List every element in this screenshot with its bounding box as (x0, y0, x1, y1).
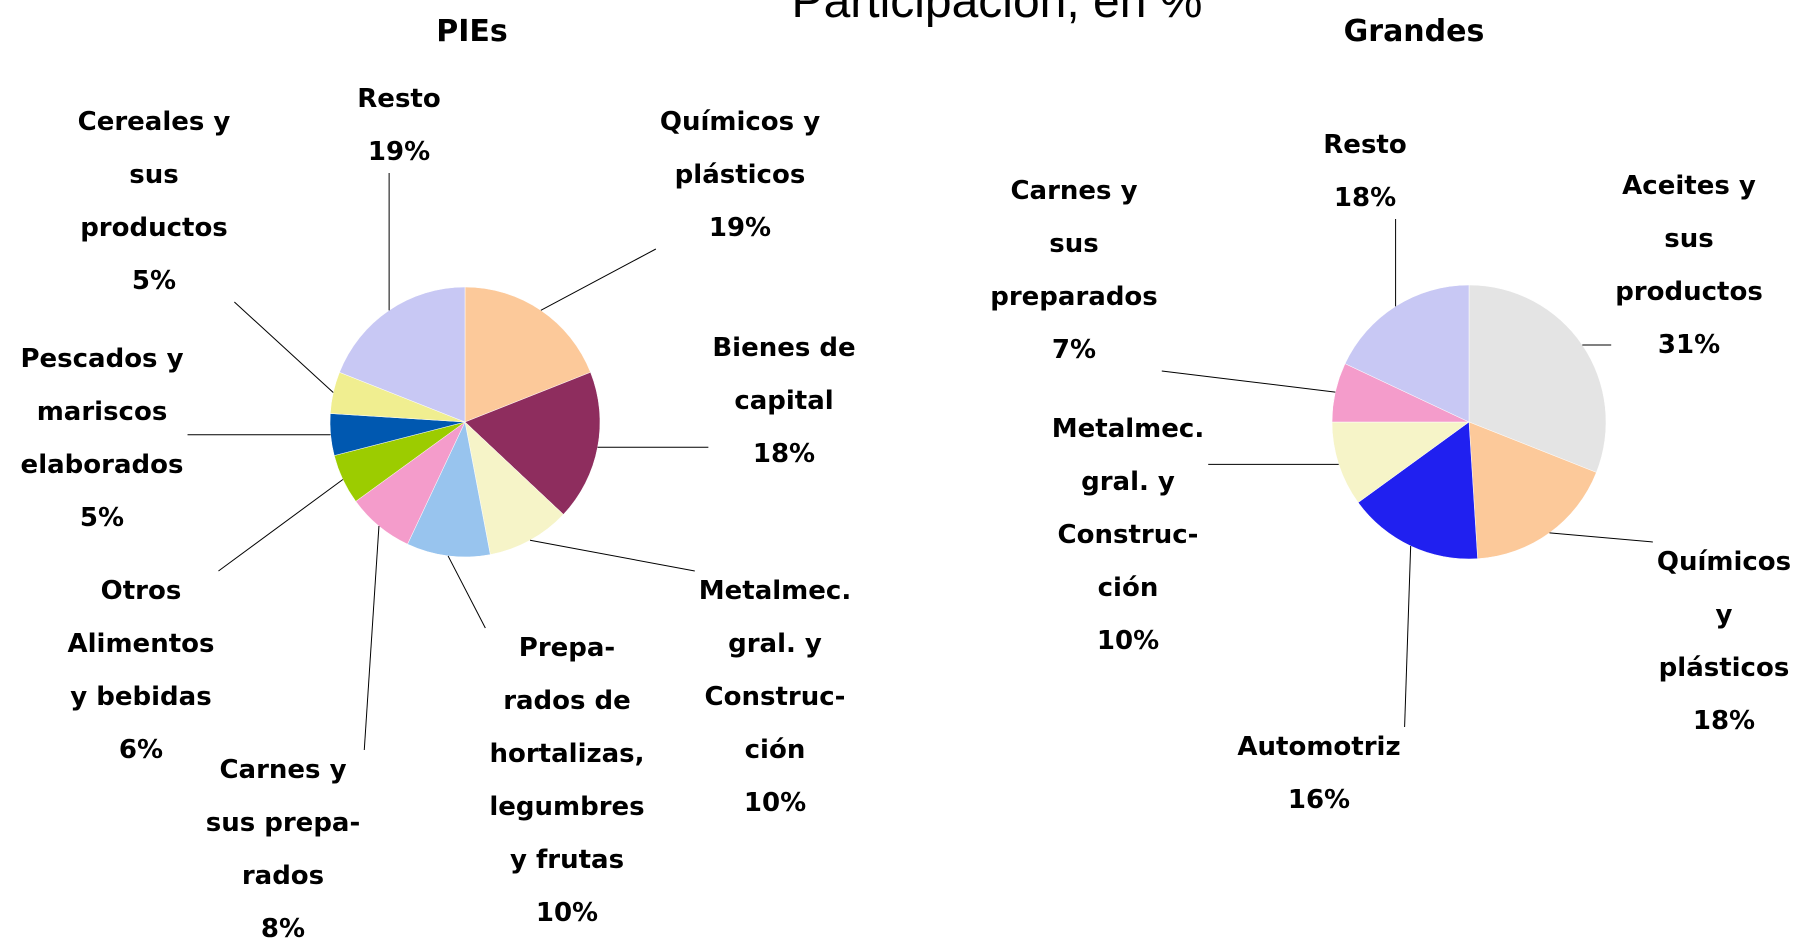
slice-value: 16% (1287, 785, 1351, 815)
label-text: Metalmec. gral. y Construc- ción (698, 576, 852, 765)
slice-label: Automotriz 16% (1237, 721, 1400, 827)
label-text: Resto (357, 84, 441, 114)
chart-title: PIEs (436, 14, 508, 49)
slice-label: Pescados y mariscos elaborados 5% (20, 333, 183, 545)
slice-value: 10% (1096, 626, 1160, 656)
pie-slice (464, 286, 591, 423)
pie-slice (464, 421, 564, 555)
slice-value: 10% (743, 788, 807, 818)
leader-line (1161, 370, 1336, 393)
label-text: Carnes y sus preparados (990, 176, 1158, 312)
slice-value: 7% (1051, 335, 1097, 365)
slice-label: Otros Alimentos y bebidas 6% (68, 565, 215, 777)
slice-label: Químicos y plásticos 18% (1657, 536, 1791, 748)
leader-line (447, 555, 486, 629)
chart-title: Grandes (1343, 14, 1485, 49)
pie-slice (1331, 421, 1470, 503)
label-text: Químicos y plásticos (1656, 547, 1792, 683)
label-text: Químicos y plásticos (659, 107, 821, 190)
pie-slice (1357, 421, 1478, 560)
label-text: Carnes y sus prepa- rados (205, 755, 361, 891)
slice-label: Carnes y sus preparados 7% (990, 165, 1158, 377)
leader-line (218, 479, 344, 572)
slice-value: 8% (260, 914, 306, 941)
slice-value: 18% (1333, 183, 1397, 213)
label-text: Bienes de capital (712, 333, 856, 416)
slice-value: 19% (708, 213, 772, 243)
leader-line (1549, 532, 1653, 543)
pie-slice (339, 286, 466, 423)
slice-value: 6% (118, 735, 164, 765)
slice-label: Metalmec. gral. y Construc- ción 10% (1052, 403, 1204, 668)
pie-slice (407, 421, 491, 558)
pie-slice (1468, 421, 1597, 559)
label-text: Resto (1323, 130, 1407, 160)
leader-line (234, 301, 334, 393)
label-text: Aceites y sus productos (1615, 171, 1763, 307)
slice-value: 5% (131, 266, 177, 296)
slice-label: Cereales y sus productos 5% (78, 96, 231, 308)
slice-value: 18% (752, 439, 816, 469)
label-text: Prepa- rados de hortalizas, legumbres y … (489, 633, 645, 875)
slice-label: Metalmec. gral. y Construc- ción 10% (699, 565, 851, 830)
label-text: Metalmec. gral. y Construc- ción (1051, 414, 1205, 603)
label-text: Cereales y sus productos (77, 107, 231, 243)
label-text: Pescados y mariscos elaborados (20, 344, 184, 480)
slice-label: Bienes de capital 18% (712, 322, 855, 481)
slice-value: 5% (79, 503, 125, 533)
slice-value: 19% (367, 137, 431, 167)
slice-value: 10% (535, 898, 599, 928)
leader-line (363, 525, 380, 751)
slice-value: 31% (1657, 330, 1721, 360)
label-text: Otros Alimentos y bebidas (67, 576, 215, 712)
pie-slice (1344, 284, 1470, 423)
slice-label: Químicos y plásticos 19% (660, 96, 820, 255)
leader-line (1404, 545, 1412, 728)
leader-line (529, 539, 695, 572)
slice-value: 18% (1692, 706, 1756, 736)
leader-line (540, 248, 657, 311)
slice-label: Prepa- rados de hortalizas, legumbres y … (489, 622, 644, 940)
slice-label: Resto 18% (1323, 119, 1406, 225)
slice-label: Aceites y sus productos 31% (1615, 160, 1763, 372)
slice-label: Resto 19% (357, 73, 440, 179)
label-text: Automotriz (1237, 732, 1401, 762)
main-title: Participación, en % (791, 0, 1203, 28)
slice-label: Carnes y sus prepa- rados 8% (206, 744, 361, 941)
